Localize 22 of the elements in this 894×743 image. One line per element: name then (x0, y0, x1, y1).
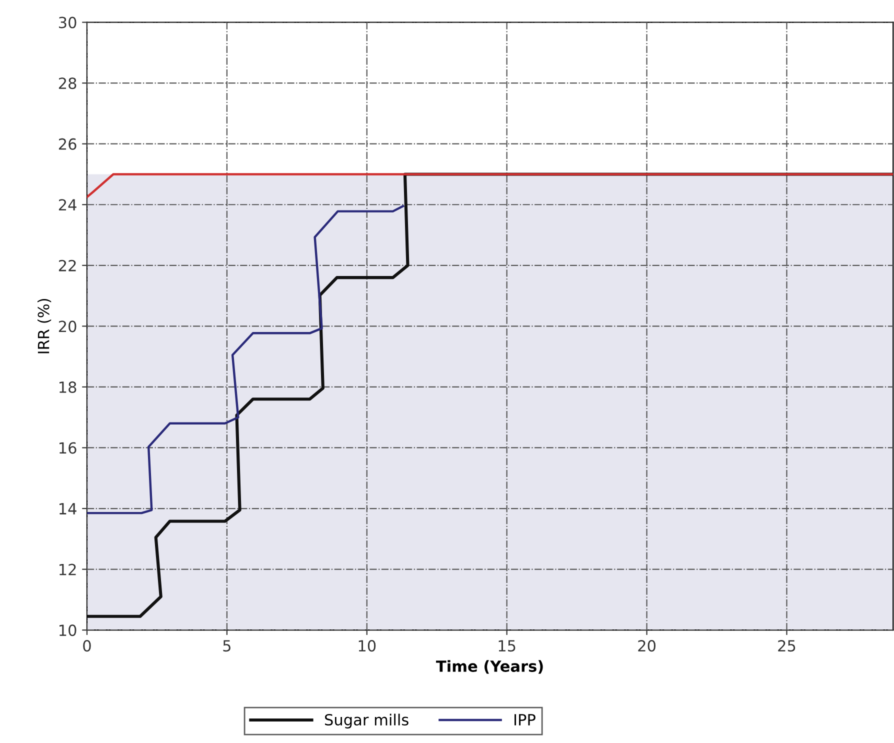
x-tick-label: 10 (358, 640, 376, 652)
x-axis-title: Time (Years) (436, 660, 543, 674)
y-tick-label: 30 (58, 16, 76, 28)
y-axis-title: IRR (%) (38, 298, 52, 354)
y-tick-label: 10 (60, 624, 76, 636)
y-tick-label: 16 (60, 442, 76, 454)
y-tick-label: 22 (58, 260, 76, 272)
y-tick-label: 26 (58, 138, 76, 150)
y-tick-label: 20 (58, 320, 76, 332)
y-tick-label: 18 (60, 381, 76, 393)
x-tick-label: 20 (638, 640, 656, 652)
y-tick-label: 14 (60, 503, 76, 514)
x-tick-label: 15 (498, 640, 516, 652)
x-tick-label: 0 (83, 640, 91, 652)
y-tick-label: 28 (58, 78, 76, 90)
line-series (86, 205, 404, 514)
y-tick-label: 12 (60, 564, 76, 576)
x-tick-label: 25 (778, 640, 796, 652)
x-tick-label: 5 (223, 640, 230, 652)
legend-label: IPP (514, 714, 536, 726)
y-tick-label: 24 (58, 199, 76, 210)
legend-label: Sugar mills (325, 714, 408, 728)
